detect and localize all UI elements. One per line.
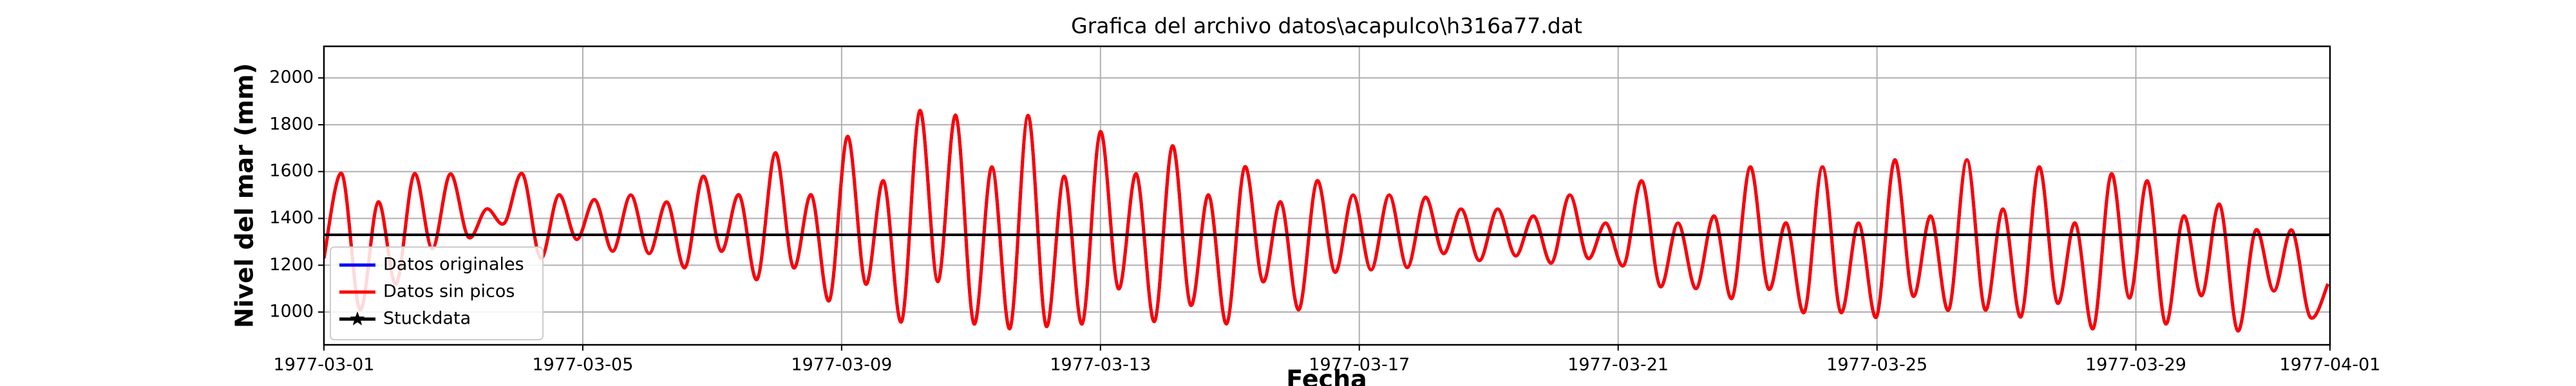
x-tick-label: 1977-03-21 xyxy=(1567,355,1669,375)
x-tick-label: 1977-03-13 xyxy=(1050,355,1151,375)
legend-label: Datos sin picos xyxy=(383,282,515,302)
x-tick-label: 1977-03-29 xyxy=(2085,355,2186,375)
chart-title: Grafica del archivo datos\acapulco\h316a… xyxy=(1071,14,1582,39)
y-axis-label: Nivel del mar (mm) xyxy=(231,63,259,328)
x-tick-label: 1977-03-17 xyxy=(1309,355,1410,375)
x-tick-label: 1977-03-25 xyxy=(1826,355,1927,375)
data-line xyxy=(324,109,2330,333)
legend-marker xyxy=(350,311,365,326)
y-tick-label: 1800 xyxy=(269,114,314,134)
x-axis-label: Fecha xyxy=(1286,365,1367,386)
y-tick-label: 1000 xyxy=(269,302,314,322)
x-tick-label: 1977-04-01 xyxy=(2280,355,2381,375)
x-tick-label: 1977-03-05 xyxy=(532,355,633,375)
y-tick-label: 1400 xyxy=(269,208,314,228)
y-tick-label: 1600 xyxy=(269,161,314,181)
legend-label: Stuckdata xyxy=(383,309,471,329)
plot-frame xyxy=(323,45,2331,346)
y-tick-label: 1200 xyxy=(269,255,314,275)
x-tick-label: 1977-03-01 xyxy=(274,355,375,375)
y-tick-label: 2000 xyxy=(269,68,314,87)
x-tick-label: 1977-03-09 xyxy=(791,355,892,375)
legend-box xyxy=(330,246,544,340)
legend-label: Datos originales xyxy=(383,255,524,275)
